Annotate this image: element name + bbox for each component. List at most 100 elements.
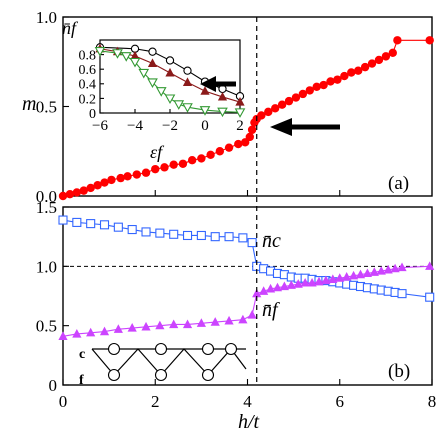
panel-a: 0.0 0.5 1.0 m (a)	[22, 8, 434, 206]
panel-a-series-0-point	[65, 190, 75, 199]
panel-a-series-0-point	[270, 104, 280, 113]
panel-a-series-0-point	[224, 143, 234, 152]
panel-b-series-0-point	[247, 238, 257, 248]
panel-b-series-1-point	[141, 321, 151, 331]
panel-b-series-1-point	[259, 286, 269, 295]
panel-b-y-tick-label: 1.0	[36, 257, 57, 276]
inset-x-ticks: −6 −4 −2 0 2	[92, 109, 244, 134]
f-chain-label: f	[79, 373, 84, 388]
inset-series-0-point	[165, 56, 175, 65]
panel-b-series-1-point	[182, 319, 193, 329]
panel-b-series-1-point	[397, 262, 407, 272]
c-site	[224, 342, 238, 356]
inset-arrow	[200, 76, 236, 92]
panel-b-series-1-point	[335, 273, 345, 282]
panel-b-series-0-point	[210, 232, 220, 242]
panel-b-x-ticks: 0 2 4 6 8	[59, 379, 436, 411]
panel-b-series-0-point	[58, 215, 68, 225]
inset-series-2-point	[129, 57, 141, 68]
panel-a-series-0-point	[58, 191, 68, 201]
panel-b-series-1-point	[196, 318, 206, 327]
inset-series-2-point	[164, 94, 176, 105]
inset-x-tick-label: −2	[162, 118, 178, 134]
panel-a-series-0-point	[284, 96, 294, 106]
panel-b-series-1-point	[328, 274, 338, 283]
panel-b-series-0-point	[182, 230, 193, 241]
panel-a-series-0-point	[245, 132, 255, 142]
panel-b-series-0-point	[127, 224, 137, 235]
panel-b-series-1-point	[300, 277, 310, 287]
inset-y-tick-label: 0.8	[79, 49, 97, 64]
panel-b-series-0-point	[224, 232, 234, 242]
panel-a-series-0-point	[374, 55, 384, 65]
panel-b-series-1-point	[279, 281, 289, 291]
panel-b-y-tick-label: 1.5	[36, 198, 57, 217]
panel-a-label: (a)	[388, 173, 409, 194]
panel-b-series-0-point	[425, 292, 435, 302]
inset-series-1-point	[130, 51, 140, 60]
panel-b-series-0-point	[141, 227, 151, 237]
panel-b-series-1-point	[390, 263, 400, 273]
panel-a-series-0-point	[116, 173, 125, 183]
inset-series-2-point	[199, 106, 211, 116]
panel-b-series-0-point	[397, 289, 407, 299]
panel-b-series-1-point	[247, 309, 257, 319]
panel-b-series-1-point	[286, 280, 296, 289]
panel-a-series-0-point	[257, 111, 266, 120]
panel-a-y-tick-label: 1.0	[36, 8, 57, 27]
panel-b-x-tick-label: 2	[151, 392, 160, 411]
panel-b-series-0-point	[155, 228, 165, 238]
inset-y-tick-label: 0.4	[79, 78, 97, 93]
inset-series-2-point	[173, 100, 185, 110]
panel-b-x-tick-label: 6	[336, 392, 345, 411]
inset-series-2-point	[138, 68, 150, 79]
inset-series-2-point	[112, 49, 123, 59]
panel-a-series-0-point	[79, 186, 88, 195]
c-site	[201, 342, 215, 356]
panel-b-series-0-point	[86, 219, 96, 229]
panel-b-series-1-point	[425, 261, 435, 270]
panel-b-series-1-point	[155, 320, 165, 330]
inset-series-2-point	[147, 78, 158, 88]
panel-b-xlabel: h/t	[238, 411, 260, 433]
inset-y-tick-label: 0	[89, 107, 96, 122]
panel-a-series-0-point	[381, 52, 391, 61]
inset-series	[94, 43, 246, 118]
nf-series-label: n̄f	[262, 299, 280, 321]
panel-a-series-0-point	[123, 172, 132, 181]
panel-b-series-1-point	[314, 276, 324, 286]
panel-a-series	[58, 36, 434, 201]
panel-a-series-0-point	[425, 36, 434, 45]
panel-a-series-0-point	[160, 163, 169, 172]
panel-b-series-1-point	[348, 270, 359, 280]
inset-y-ticks: 00.20.40.60.8	[79, 49, 104, 122]
panel-b-series-1-point	[362, 268, 373, 278]
panel-b-series-1-point	[86, 327, 96, 337]
panel-b-series-1-point	[252, 288, 262, 298]
panel-b-series-0-point	[238, 233, 248, 243]
panel-b-series-1-point	[58, 331, 68, 340]
jump-arrow	[270, 118, 340, 136]
inset-y-tick-label: 0.6	[79, 63, 97, 78]
inset-series-2-point	[155, 87, 167, 97]
panel-a-series-0-point	[206, 150, 215, 160]
panel-b-series-1-point	[369, 267, 379, 276]
panel-a-series-0-point	[367, 59, 377, 68]
panel-b-x-tick-label: 0	[59, 392, 68, 411]
c-site	[154, 342, 168, 356]
inset-series-1-point	[182, 77, 193, 86]
panel-a-series-0-point	[141, 168, 151, 177]
panel-b-series-1-point	[113, 324, 123, 333]
inset-series-1-point	[217, 91, 228, 101]
inset-series-2-point	[234, 108, 246, 118]
panel-a-series-0-point	[360, 62, 370, 72]
panel-b-series-1-point	[376, 266, 386, 275]
panel-b-series-1-point	[169, 319, 179, 329]
panel-b-series-1-point	[355, 269, 366, 279]
panel-b-x-tick-label: 4	[243, 392, 252, 411]
panel-a-series-0-point	[393, 36, 402, 45]
panel-b-series-1-point	[127, 323, 137, 332]
panel-b-y-ticks: 0 0.5 1.0 1.5	[36, 198, 69, 395]
inset-series-2-point	[120, 52, 132, 62]
